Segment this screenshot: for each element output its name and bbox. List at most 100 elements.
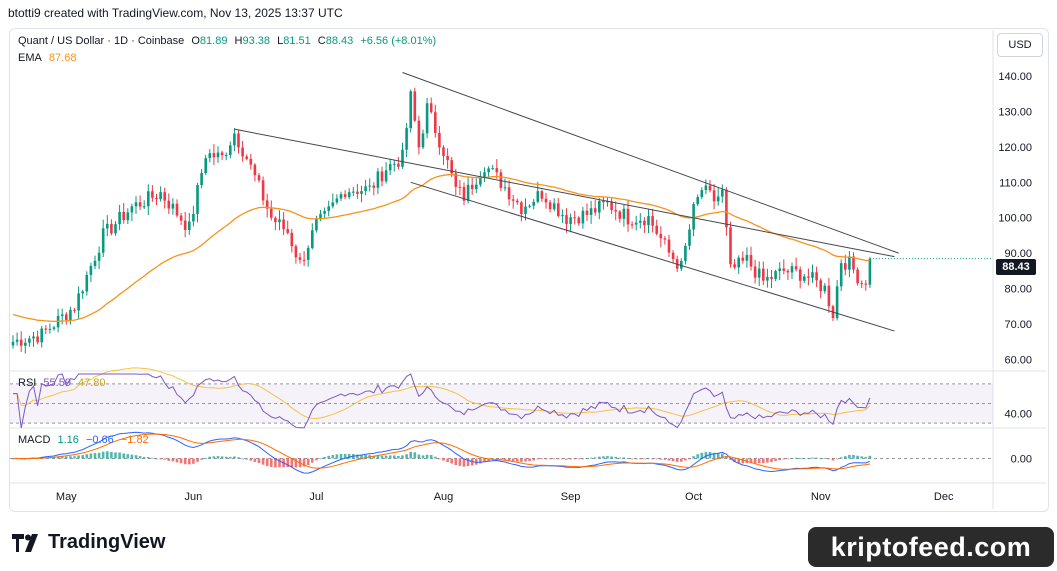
macd-hist-bar	[516, 458, 519, 462]
macd-hist-bar	[823, 458, 827, 460]
ema-legend[interactable]: EMA 87.68	[18, 52, 80, 64]
chart-credit: btotti9 created with TradingView.com, No…	[8, 6, 343, 20]
candle-body	[306, 247, 310, 260]
candle-body	[352, 191, 355, 193]
candle-body	[552, 203, 556, 210]
macd-hist-bar	[757, 458, 761, 464]
macd-hist-bar	[163, 458, 166, 460]
candle-body	[138, 202, 142, 207]
macd-hist-bar	[548, 458, 552, 460]
macd-hist-bar	[311, 458, 314, 463]
macd-hist-bar	[417, 454, 421, 459]
currency-button[interactable]: USD	[997, 33, 1043, 57]
candle-body	[770, 276, 773, 279]
candle-body	[737, 257, 740, 268]
ema-label: EMA	[18, 52, 42, 64]
kriptofeed-watermark: kriptofeed.com	[808, 527, 1054, 567]
last-price-label: 88.43	[996, 259, 1036, 275]
candle-body	[454, 173, 458, 187]
macd-hist-bar	[294, 458, 298, 468]
x-tick-label: Nov	[811, 491, 831, 503]
macd-hist-bar	[839, 457, 843, 459]
candle-body	[762, 268, 765, 281]
candle-body	[495, 168, 499, 173]
macd-hist-bar	[729, 458, 732, 460]
channel-trendline	[410, 181, 895, 332]
macd-hist-bar	[831, 458, 835, 461]
macd-hist-bar	[573, 458, 576, 460]
candle-body	[503, 187, 507, 189]
candle-body	[868, 258, 872, 285]
candle-body	[397, 163, 400, 167]
macd-hist-bar	[204, 457, 207, 459]
macd-hist-bar	[704, 451, 708, 459]
macd-legend[interactable]: MACD 1.16 −0.66 −1.82	[18, 434, 153, 446]
candle-body	[81, 291, 84, 294]
macd-hist-bar	[89, 453, 93, 459]
candle-body	[479, 177, 482, 185]
candle-body	[294, 246, 298, 258]
rsi-legend[interactable]: RSI 55.59 47.80	[18, 377, 110, 389]
candle-body	[323, 210, 326, 214]
macd-hist-bar	[860, 456, 863, 459]
candle-body	[729, 227, 732, 265]
macd-hist-bar	[130, 454, 134, 459]
macd-hist-bar	[438, 458, 441, 460]
candle-body	[667, 239, 671, 253]
macd-hist-bar	[565, 458, 568, 460]
candle-body	[106, 223, 109, 229]
candle-body	[85, 274, 89, 292]
macd-hist-bar	[602, 456, 605, 459]
macd-hist-bar	[159, 458, 162, 460]
symbol-name[interactable]: Quant / US Dollar · 1D · Coinbase	[18, 35, 185, 47]
y-tick-label: 130.00	[998, 106, 1032, 118]
candle-body	[778, 268, 781, 272]
candle-body	[311, 230, 314, 248]
macd-hist-bar	[827, 458, 831, 460]
macd-hist-bar	[766, 458, 769, 463]
candle-body	[688, 229, 691, 246]
candle-body	[216, 152, 220, 158]
candle-body	[573, 217, 576, 219]
macd-hist-bar	[811, 457, 814, 459]
y-tick-label: 80.00	[1004, 284, 1032, 296]
macd-hist-bar	[196, 458, 199, 462]
candle-body	[622, 208, 626, 219]
macd-hist-bar	[274, 458, 277, 468]
macd-hist-bar	[782, 458, 786, 460]
macd-hist-bar	[327, 455, 330, 459]
macd-hist-bar	[106, 451, 109, 459]
macd-value: 1.16	[57, 434, 79, 446]
candle-body	[606, 201, 609, 203]
tradingview-logo[interactable]: TradingView	[12, 531, 165, 554]
macd-hist-bar	[462, 458, 466, 467]
candle-body	[766, 276, 769, 281]
macd-hist-bar	[479, 458, 482, 464]
candles-group	[11, 87, 872, 354]
candle-body	[159, 192, 162, 200]
candle-body	[434, 112, 437, 133]
candle-body	[442, 147, 445, 156]
candle-body	[167, 200, 171, 209]
candle-body	[122, 211, 125, 221]
candle-body	[212, 153, 216, 158]
macd-hist-bar	[343, 453, 347, 459]
y-tick-label: 60.00	[1004, 354, 1032, 366]
macd-hist-bar	[270, 458, 273, 467]
candle-body	[368, 185, 371, 187]
macd-hist-bar	[721, 453, 724, 459]
candle-body	[282, 219, 285, 230]
candle-body	[413, 91, 417, 121]
candle-body	[261, 180, 265, 201]
macd-hist-bar	[581, 458, 585, 460]
candle-body	[856, 269, 859, 284]
candle-body	[634, 222, 638, 225]
macd-hist-bar	[507, 458, 511, 461]
candle-body	[171, 203, 175, 209]
macd-signal-line	[13, 433, 870, 470]
macd-hist-bar	[552, 458, 556, 460]
candle-body	[790, 266, 794, 273]
candle-body	[721, 189, 724, 197]
macd-hist-bar	[684, 458, 687, 461]
